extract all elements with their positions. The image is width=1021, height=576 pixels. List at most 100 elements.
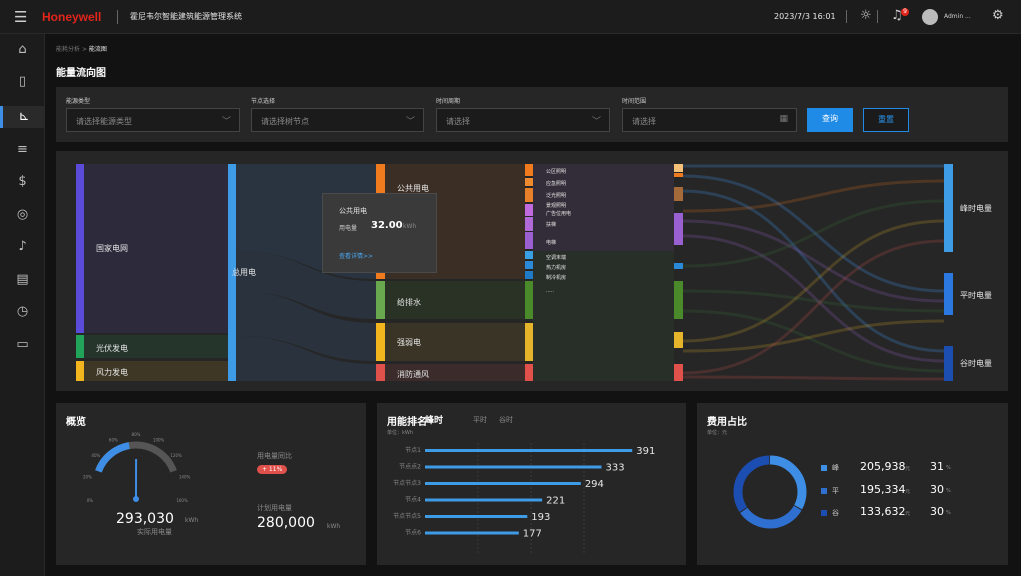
tab-peak[interactable]: 峰时	[425, 416, 444, 426]
node-bar[interactable]	[376, 281, 385, 319]
node-bar[interactable]	[525, 281, 533, 319]
bar-value-label: 221	[546, 496, 565, 507]
query-button[interactable]: 查询	[807, 108, 853, 132]
category-label: 消防通风	[397, 369, 429, 379]
cost-unit: 单位：元	[707, 430, 728, 436]
node-bar[interactable]	[76, 164, 84, 333]
node-bar[interactable]	[674, 263, 683, 269]
node-select[interactable]: 请选择树节点 ﹀	[251, 108, 424, 132]
bell-icon[interactable]: ♫	[891, 8, 903, 23]
tab-valley[interactable]: 谷时	[499, 416, 513, 424]
sankey-link	[84, 164, 228, 333]
cost-panel: 费用占比 单位：元 峰 205,938 元 31 % 平 195,334 元 3…	[697, 403, 1008, 565]
gauge-tick-label: 20%	[83, 475, 92, 480]
node-bar[interactable]	[674, 213, 683, 245]
node-bar[interactable]	[525, 188, 533, 202]
nav-panels-icon[interactable]: ▯	[18, 74, 27, 89]
range-picker[interactable]: 请选择 ▦	[622, 108, 797, 132]
bar[interactable]	[425, 449, 633, 452]
user-name[interactable]: Admin ...	[944, 13, 971, 20]
node-bar[interactable]	[228, 164, 236, 381]
bar[interactable]	[425, 531, 519, 535]
node-bar[interactable]	[525, 217, 533, 231]
menu-icon[interactable]: ☰	[14, 8, 28, 26]
node-bar[interactable]	[525, 178, 533, 186]
chevron-down-icon: ﹀	[405, 117, 415, 127]
nav-list-icon[interactable]: ≡	[17, 142, 28, 157]
node-bar[interactable]	[76, 335, 84, 358]
sankey-chart[interactable]: 国家电网 光伏发电 风力发电 总用电 公共用电 给排水 强弱电 消防通风 公区照…	[56, 151, 1008, 391]
settings-gear-icon[interactable]: ⚙	[992, 8, 1004, 23]
node-bar[interactable]	[376, 364, 385, 381]
sankey-link	[236, 251, 376, 319]
tab-flat[interactable]: 平时	[473, 416, 487, 424]
node-bar[interactable]	[525, 364, 533, 381]
bar-value-label: 391	[636, 446, 655, 457]
sankey-nodes	[76, 164, 953, 381]
node-bar[interactable]	[376, 323, 385, 361]
node-bar[interactable]	[525, 261, 533, 269]
node-bar[interactable]	[525, 271, 533, 279]
donut-segment-valley	[733, 455, 807, 529]
avatar[interactable]	[922, 9, 938, 25]
sankey-link	[236, 291, 376, 361]
bar[interactable]	[425, 482, 581, 485]
bar[interactable]	[425, 515, 528, 518]
period-select[interactable]: 请选择 ﹀	[436, 108, 610, 132]
node-bar[interactable]	[674, 164, 683, 172]
sankey-link	[682, 309, 945, 373]
bar[interactable]	[425, 465, 602, 469]
cost-pct: 30	[930, 483, 944, 496]
node-bar[interactable]	[525, 232, 533, 249]
nav-chart-icon[interactable]: ⊾	[0, 106, 45, 128]
nav-money-icon[interactable]: $	[18, 174, 27, 189]
node-bar[interactable]	[525, 204, 533, 216]
nav-screen-icon[interactable]: ▭	[16, 337, 29, 352]
cost-pct: 31	[930, 460, 944, 473]
node-bar[interactable]	[674, 281, 683, 319]
cost-donut	[733, 455, 807, 529]
bar[interactable]	[425, 498, 543, 502]
node-bar[interactable]	[674, 332, 683, 348]
nav-document-icon[interactable]: ▤	[16, 272, 29, 287]
range-placeholder: 请选择	[632, 117, 656, 126]
nav-alarm-icon[interactable]: ♪	[18, 239, 27, 254]
gauge-chart: 0% 20% 40% 60% 80% 100% 120% 140% 160%	[83, 432, 191, 503]
node-placeholder: 请选择树节点	[261, 117, 309, 126]
nav-home-icon[interactable]: ⌂	[18, 42, 27, 57]
node-bar[interactable]	[674, 187, 683, 201]
breadcrumb-current: 能流图	[88, 46, 107, 53]
subitem-label: 电梯	[546, 239, 556, 246]
node-bar[interactable]	[674, 173, 683, 177]
node-bar[interactable]	[944, 273, 953, 315]
node-bar[interactable]	[674, 364, 683, 381]
node-bar[interactable]	[525, 323, 533, 361]
breadcrumb-parent[interactable]: 能耗分析	[56, 46, 81, 53]
bar-value-label: 333	[605, 463, 624, 474]
sankey-link	[385, 323, 525, 361]
sankey-link	[84, 361, 228, 381]
bar-value-label: 193	[531, 512, 550, 523]
tooltip-detail-link[interactable]: 查看详情>>	[339, 253, 374, 260]
node-bar[interactable]	[525, 164, 533, 176]
theme-sun-icon[interactable]: ☼	[860, 8, 872, 23]
sankey-links	[84, 164, 945, 381]
sankey-link	[84, 335, 228, 358]
cost-unit-label: 元	[905, 489, 911, 495]
node-bar[interactable]	[944, 164, 953, 252]
plan-value: 280,000	[257, 515, 315, 531]
node-bar[interactable]	[525, 251, 533, 259]
nav-target-icon[interactable]: ◎	[16, 207, 29, 222]
nav-gauge-icon[interactable]: ◷	[16, 304, 29, 319]
sankey-link	[682, 234, 945, 363]
divider	[846, 10, 847, 23]
energy-type-select[interactable]: 请选择能源类型 ﹀	[66, 108, 240, 132]
node-bar[interactable]	[944, 346, 953, 381]
node-bar[interactable]	[76, 361, 84, 381]
tooltip-metric-label: 用电量	[339, 225, 358, 232]
range-label: 时间范围	[622, 98, 647, 105]
chevron-down-icon: ﹀	[221, 117, 231, 127]
reset-button[interactable]: 重置	[863, 108, 909, 132]
gauge-tick-label: 80%	[132, 432, 141, 437]
legend-swatch	[821, 488, 827, 494]
